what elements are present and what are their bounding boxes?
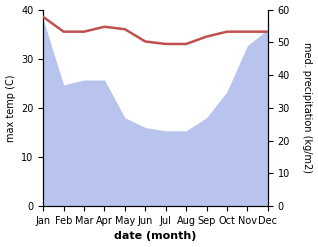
X-axis label: date (month): date (month) <box>114 231 197 242</box>
Y-axis label: max temp (C): max temp (C) <box>5 74 16 142</box>
Y-axis label: med. precipitation (kg/m2): med. precipitation (kg/m2) <box>302 42 313 173</box>
